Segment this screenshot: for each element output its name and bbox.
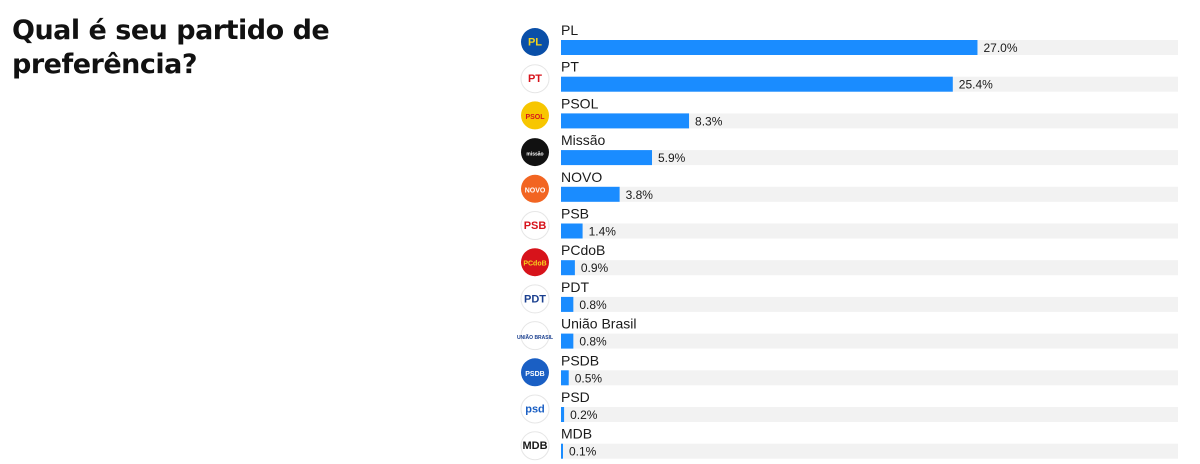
data-label: 0.8% — [579, 335, 607, 349]
data-label: 8.3% — [695, 114, 723, 128]
pt-logo: PT — [520, 64, 550, 94]
pcdob-logo: PCdoB — [521, 248, 549, 277]
data-label: 0.2% — [570, 408, 598, 422]
bar-row: PDT PDT 0.8% — [520, 279, 1178, 314]
data-label: 0.5% — [575, 371, 603, 385]
svg-text:MDB: MDB — [522, 440, 547, 452]
svg-text:PSB: PSB — [524, 220, 547, 232]
svg-text:PL: PL — [528, 37, 542, 49]
bar — [561, 40, 978, 55]
chart-title: Qual é seu partido de preferência? — [12, 15, 330, 80]
category-label: PT — [561, 59, 579, 75]
bar — [561, 223, 583, 239]
psol-logo: PSOL — [521, 101, 549, 130]
bar-track — [561, 443, 1178, 459]
uniao-brasil-logo: UNIÃO BRASIL — [517, 321, 553, 351]
bar-track — [561, 260, 1178, 276]
data-label: 27.0% — [983, 41, 1017, 55]
bar-row: PCdoB PCdoB 0.9% — [521, 242, 1178, 277]
data-label: 25.4% — [959, 78, 993, 92]
category-label: Missão — [561, 132, 606, 148]
category-label: PSDB — [561, 352, 599, 368]
bar-row: missão Missão 5.9% — [521, 132, 1178, 167]
bar-row: UNIÃO BRASIL União Brasil 0.8% — [517, 316, 1178, 351]
novo-logo: NOVO — [521, 174, 549, 203]
bar-row: NOVO NOVO 3.8% — [521, 169, 1178, 203]
category-label: PDT — [561, 279, 589, 295]
psb-logo: PSB — [520, 211, 550, 240]
svg-text:NOVO: NOVO — [525, 187, 546, 194]
bar-track — [561, 113, 1178, 129]
category-label: PSD — [561, 389, 590, 405]
pdt-logo: PDT — [520, 284, 550, 314]
data-label: 0.9% — [581, 261, 609, 275]
bar-track — [561, 186, 1178, 202]
psd-logo: psd — [520, 394, 550, 424]
category-label: PSOL — [561, 95, 599, 111]
category-label: PCdoB — [561, 242, 605, 258]
bar — [561, 370, 569, 386]
pl-logo: PL — [521, 28, 549, 56]
bar-track — [561, 223, 1178, 239]
bar-row: PT PT 25.4% — [520, 59, 1178, 94]
category-label: MDB — [561, 426, 592, 442]
bar-track — [561, 296, 1178, 312]
bar-row: PSDB PSDB 0.5% — [521, 352, 1178, 387]
bar — [561, 113, 690, 129]
data-label: 3.8% — [626, 188, 654, 202]
svg-text:PCdoB: PCdoB — [523, 261, 546, 268]
bar-track — [561, 370, 1178, 386]
svg-text:PT: PT — [528, 73, 542, 85]
category-label: União Brasil — [561, 316, 636, 332]
svg-text:PSOL: PSOL — [525, 114, 545, 121]
svg-text:PDT: PDT — [524, 293, 546, 305]
bar-row: PSOL PSOL 8.3% — [521, 95, 1178, 130]
missao-logo: missão — [521, 138, 549, 167]
bar-track — [561, 407, 1178, 422]
bar — [561, 407, 565, 422]
mdb-logo: MDB — [520, 431, 550, 461]
bar — [561, 333, 574, 349]
bar-track — [561, 333, 1178, 349]
svg-text:missão: missão — [526, 152, 543, 158]
bar — [561, 443, 563, 459]
bar-row: MDB MDB 0.1% — [520, 426, 1178, 461]
category-label: PL — [561, 22, 578, 38]
data-label: 0.8% — [579, 298, 607, 312]
bar-row: PL PL 27.0% — [521, 22, 1178, 56]
data-label: 5.9% — [658, 151, 686, 165]
svg-text:psd: psd — [525, 404, 545, 416]
bar — [561, 260, 575, 276]
bar-row: psd PSD 0.2% — [520, 389, 1178, 424]
data-label: 1.4% — [589, 225, 617, 239]
bar-track — [561, 150, 1178, 166]
bar — [561, 186, 620, 202]
category-label: PSB — [561, 206, 589, 222]
bar — [561, 296, 574, 312]
data-label: 0.1% — [569, 445, 597, 459]
category-label: NOVO — [561, 169, 602, 185]
svg-text:UNIÃO BRASIL: UNIÃO BRASIL — [517, 334, 553, 341]
psdb-logo: PSDB — [521, 358, 549, 387]
svg-text:PSDB: PSDB — [525, 371, 544, 378]
bar — [561, 150, 653, 166]
bar — [561, 76, 953, 92]
